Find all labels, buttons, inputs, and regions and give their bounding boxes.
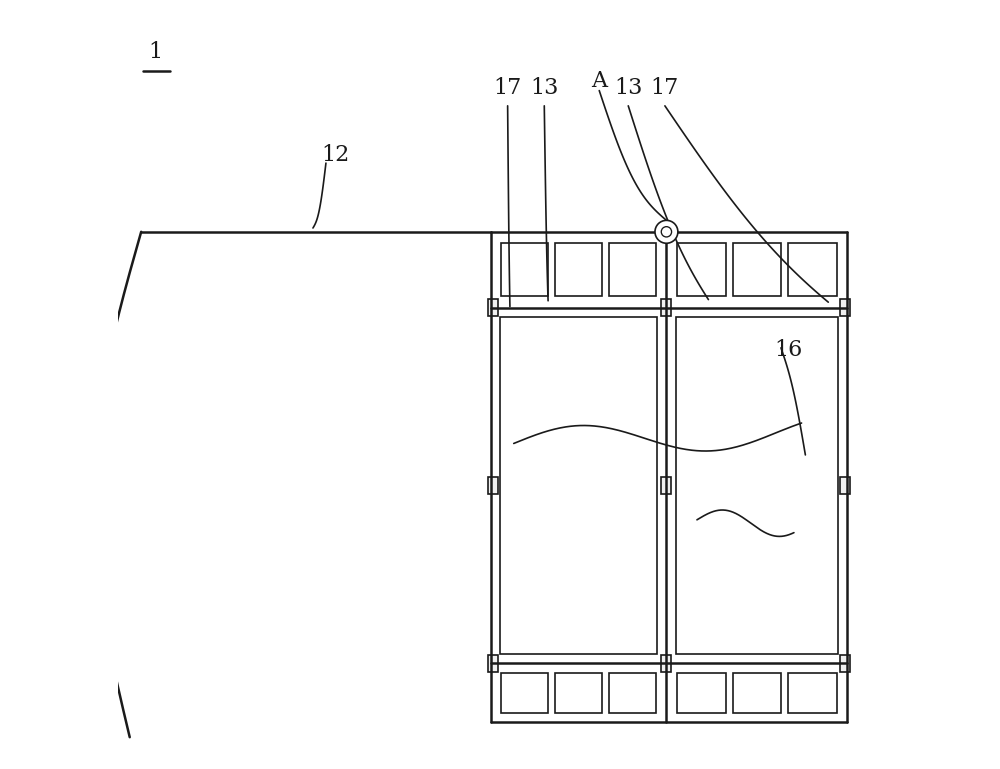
Text: 17: 17 <box>651 77 679 99</box>
Bar <box>733 673 781 713</box>
Bar <box>555 673 602 713</box>
Bar <box>501 673 548 713</box>
Text: 17: 17 <box>494 77 522 99</box>
Bar <box>840 299 850 316</box>
Bar <box>840 477 850 494</box>
Bar <box>677 243 726 296</box>
Text: 16: 16 <box>774 339 803 361</box>
Bar <box>488 299 498 316</box>
Text: 13: 13 <box>614 77 642 99</box>
Bar <box>840 654 850 671</box>
Bar <box>733 243 781 296</box>
Bar <box>661 477 671 494</box>
Circle shape <box>661 227 672 237</box>
Bar <box>788 243 837 296</box>
Bar <box>661 299 671 316</box>
Text: A: A <box>591 70 607 92</box>
Text: 13: 13 <box>530 77 558 99</box>
Bar <box>501 243 548 296</box>
Bar <box>677 673 726 713</box>
Text: 12: 12 <box>322 145 350 166</box>
Bar <box>676 317 838 654</box>
Bar <box>609 243 656 296</box>
Bar <box>661 654 671 671</box>
Bar <box>555 243 602 296</box>
Bar <box>488 654 498 671</box>
Text: 1: 1 <box>148 42 162 63</box>
Bar <box>500 317 657 654</box>
Bar <box>609 673 656 713</box>
Bar <box>788 673 837 713</box>
Bar <box>488 477 498 494</box>
Circle shape <box>655 221 678 243</box>
